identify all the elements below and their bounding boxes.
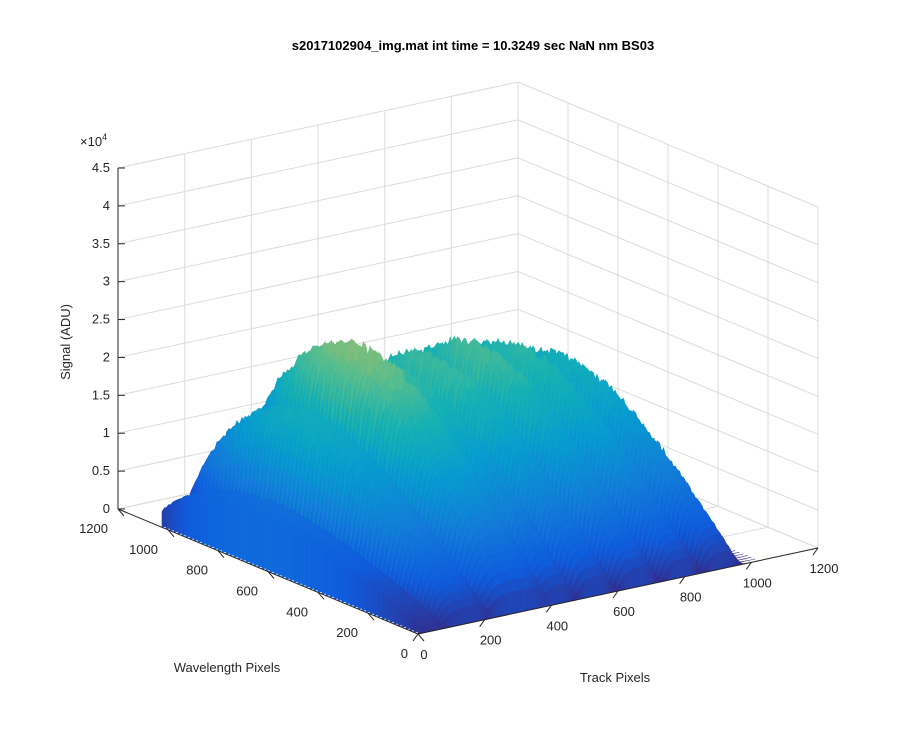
surface-patch bbox=[221, 498, 225, 553]
grid-line bbox=[517, 195, 819, 322]
surface-patch bbox=[193, 497, 197, 542]
grid-line bbox=[117, 270, 519, 358]
surface-patch bbox=[289, 524, 293, 582]
grid-line bbox=[117, 195, 519, 283]
grid-line bbox=[117, 119, 519, 207]
grid-line bbox=[517, 308, 819, 435]
surface-patch bbox=[301, 533, 305, 587]
surface-patch bbox=[273, 517, 277, 575]
surface-patch bbox=[165, 503, 169, 530]
surface-patch bbox=[297, 531, 301, 585]
surface-patch bbox=[293, 528, 297, 583]
surface-patch bbox=[229, 499, 233, 557]
grid-line bbox=[517, 119, 819, 246]
surface-patch bbox=[213, 495, 217, 550]
surface-patch bbox=[205, 495, 209, 547]
surface-patch bbox=[237, 503, 241, 560]
surface-patch bbox=[189, 495, 193, 540]
grid-line bbox=[517, 233, 819, 360]
surface-patch bbox=[253, 508, 257, 567]
surface-patch bbox=[181, 498, 185, 537]
surface-patch bbox=[197, 495, 201, 543]
surface-patch bbox=[217, 497, 221, 552]
grid-line bbox=[117, 157, 519, 245]
surface-patch bbox=[285, 523, 289, 580]
surface-patch bbox=[245, 503, 249, 563]
surface-patch bbox=[169, 501, 173, 532]
surface-patch bbox=[281, 519, 285, 578]
surface-patch bbox=[233, 501, 237, 558]
surface-patch bbox=[249, 506, 253, 565]
grid-line bbox=[517, 270, 819, 397]
surface-patch bbox=[257, 509, 261, 568]
surface-patch bbox=[161, 507, 165, 528]
surface-patch bbox=[177, 498, 181, 535]
surface-patch bbox=[185, 496, 189, 538]
grid-line bbox=[517, 157, 819, 284]
surface-patch bbox=[173, 501, 177, 533]
surface-patch bbox=[201, 495, 205, 545]
surface-patch bbox=[225, 497, 229, 555]
surface-patch bbox=[269, 513, 273, 573]
surface-patch bbox=[209, 498, 213, 548]
grid-line bbox=[517, 81, 819, 208]
surface bbox=[161, 335, 760, 635]
surface-patch bbox=[265, 511, 269, 572]
surface-patch bbox=[241, 501, 245, 562]
grid-line bbox=[117, 233, 519, 321]
surface-patch bbox=[277, 518, 281, 577]
surface-patch bbox=[261, 511, 265, 570]
grid-line bbox=[117, 81, 519, 169]
